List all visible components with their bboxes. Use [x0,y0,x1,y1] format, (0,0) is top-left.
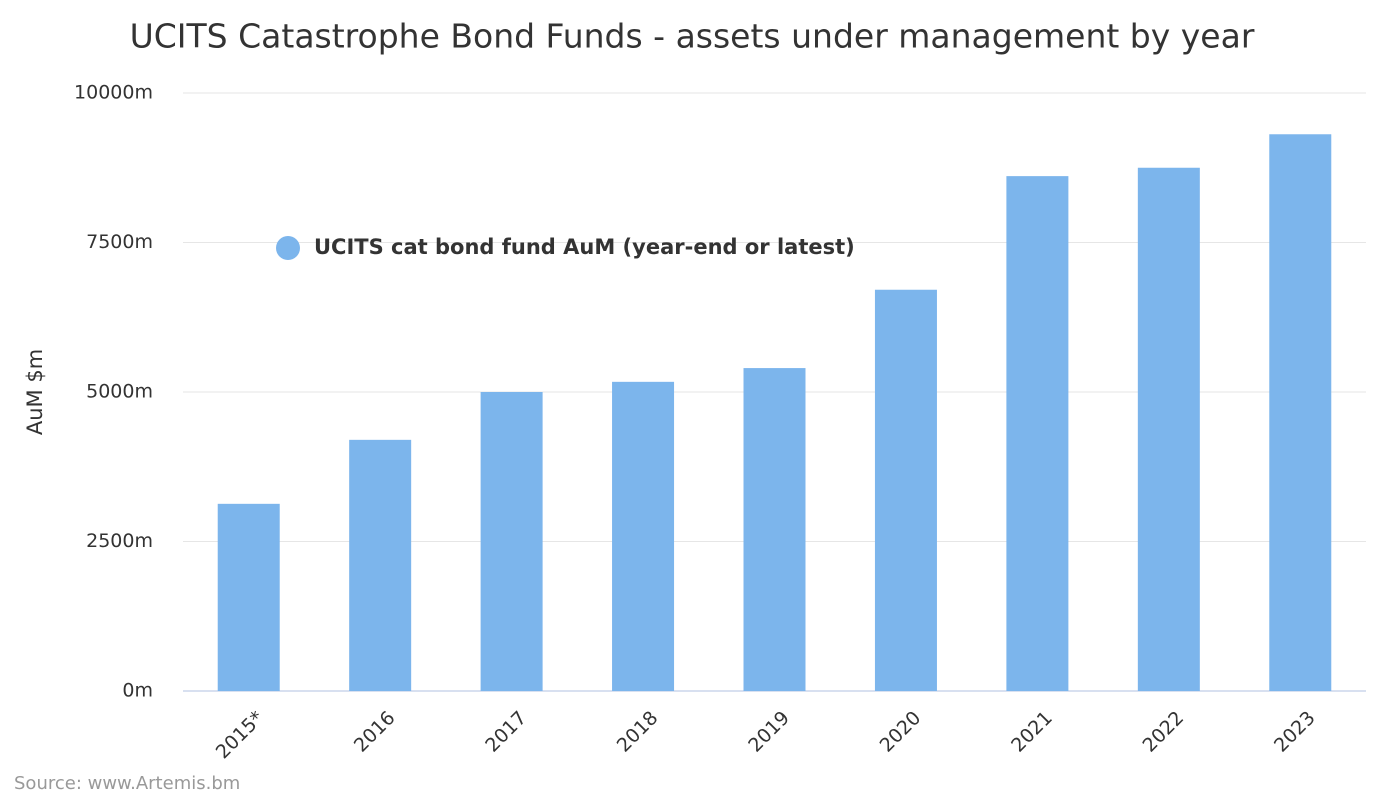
chart-title: UCITS Catastrophe Bond Funds - assets un… [130,17,1255,56]
legend-marker [276,236,300,260]
y-tick-label: 0m [122,680,153,702]
bar [612,381,675,691]
x-tick-label: 2020 [876,707,926,757]
x-tick-label: 2022 [1139,707,1189,757]
bar [743,368,806,691]
x-tick-label: 2021 [1007,707,1057,757]
legend-label: UCITS cat bond fund AuM (year-end or lat… [314,235,855,259]
x-tick-label: 2017 [481,707,531,757]
y-tick-label: 7500m [86,231,153,253]
x-tick-label: 2023 [1270,707,1320,757]
bar [1269,134,1332,692]
y-axis-title: AuM $m [23,349,47,435]
bar [480,392,543,691]
bar [349,439,412,691]
bar [1137,167,1200,691]
y-tick-label: 5000m [86,381,153,403]
bar [217,503,280,691]
x-tick-label: 2018 [613,707,663,757]
source: Source: www.Artemis.bm [14,773,240,794]
bar [1006,176,1069,691]
x-tick-label: 2016 [350,707,400,757]
x-tick-label: 2015* [212,707,268,763]
bar [874,289,937,691]
y-tick-label: 2500m [86,530,153,552]
x-tick-label: 2019 [744,707,794,757]
y-tick-label: 10000m [74,82,153,104]
